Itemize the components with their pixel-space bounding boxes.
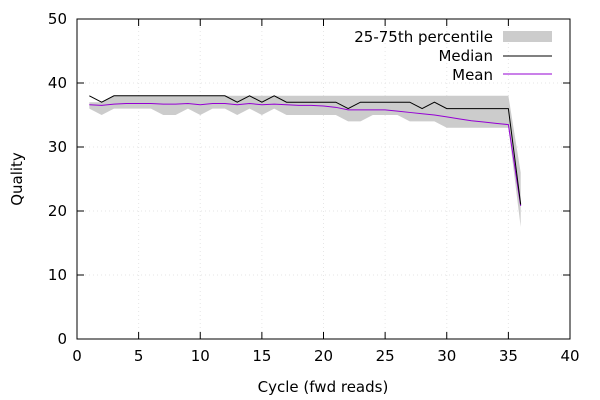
x-tick-label: 25	[376, 347, 395, 365]
x-tick-label: 15	[252, 347, 271, 365]
legend-swatch-band	[503, 31, 552, 42]
y-axis-label: Quality	[8, 152, 26, 206]
y-tick-label: 0	[57, 330, 67, 348]
legend-label-band: 25-75th percentile	[354, 28, 493, 46]
legend: 25-75th percentile Median Mean	[354, 28, 552, 84]
y-tick-label: 50	[48, 10, 67, 28]
x-tick-label: 10	[191, 347, 210, 365]
series-layer	[89, 95, 522, 206]
legend-label-median: Median	[438, 47, 493, 65]
axis-ticks: 0 5 10 15 20 25 30 35 40 0 10 20 30 40 50	[48, 10, 580, 365]
x-tick-label: 0	[72, 347, 82, 365]
x-tick-label: 5	[134, 347, 144, 365]
grid	[77, 19, 570, 339]
y-tick-label: 30	[48, 138, 67, 156]
y-tick-label: 10	[48, 266, 67, 284]
series-line-mean	[89, 102, 522, 206]
x-tick-label: 40	[560, 347, 579, 365]
x-tick-label: 30	[437, 347, 456, 365]
y-tick-label: 20	[48, 202, 67, 220]
x-axis-label: Cycle (fwd reads)	[258, 378, 389, 396]
x-tick-label: 35	[499, 347, 518, 365]
x-tick-label: 20	[314, 347, 333, 365]
y-tick-label: 40	[48, 74, 67, 92]
legend-label-mean: Mean	[452, 66, 493, 84]
series-line-median	[89, 95, 522, 205]
